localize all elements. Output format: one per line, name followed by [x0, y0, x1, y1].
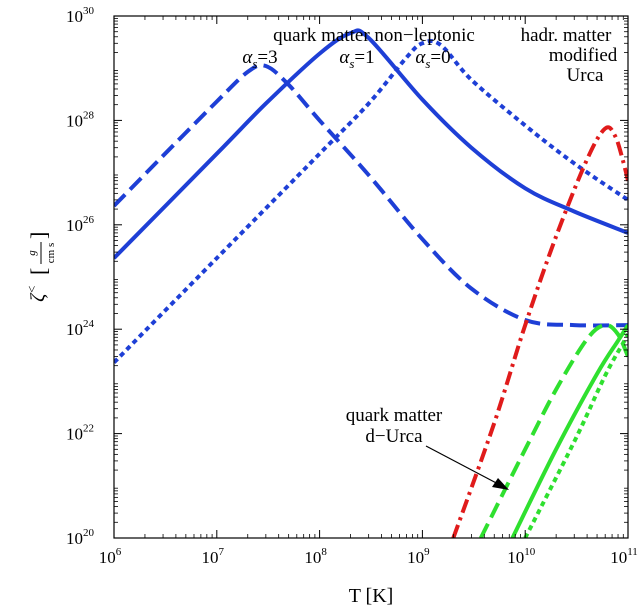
- y-axis-bracket-close: ]: [26, 232, 51, 239]
- x-axis-title: T [K]: [349, 585, 394, 607]
- y-tick-label: 1028: [66, 109, 95, 130]
- y-axis-bracket-open: [: [26, 268, 51, 275]
- plot-frame: [113, 15, 629, 539]
- series-line-3: [451, 125, 628, 538]
- durca-arrow-line: [425, 445, 503, 487]
- y-tick-label: 1020: [66, 527, 95, 548]
- y-tick-label: 1030: [66, 5, 95, 26]
- label-durca-line1: quark matter: [346, 405, 443, 426]
- label-durca-line2: d−Urca: [365, 426, 423, 447]
- series-line-5: [510, 324, 628, 538]
- label-quark-nonleptonic: quark matter non−leptonic: [273, 25, 475, 46]
- x-tick-label: 107: [202, 546, 225, 567]
- y-axis-symbol: ζ: [27, 292, 49, 302]
- x-tick-label: 109: [407, 546, 430, 567]
- y-axis-unit-numerator: g: [26, 250, 38, 256]
- series-line-4: [479, 323, 628, 538]
- label-alpha-0: αs=0: [415, 47, 450, 71]
- label-alpha-3: αs=3: [242, 47, 277, 71]
- series-line-2: [114, 39, 628, 364]
- label-alpha-1: αs=1: [339, 47, 374, 71]
- series-line-6: [523, 333, 628, 538]
- y-tick-label: 1026: [66, 214, 95, 235]
- y-axis-superscript: <: [24, 285, 39, 294]
- y-tick-label: 1024: [66, 318, 95, 339]
- label-hadr-line2: modified: [549, 45, 618, 66]
- series-layer: [114, 28, 628, 538]
- y-axis-title: ζ< [ g cm s ]: [24, 232, 57, 302]
- label-hadr-line1: hadr. matter: [521, 25, 612, 46]
- y-tick-label: 1022: [66, 423, 94, 444]
- series-line-1: [114, 28, 628, 260]
- ticks-layer: 106 107 108 109 1010 1011 1020 1022 1024 1026 1028…: [66, 5, 638, 567]
- x-tick-label: 1011: [610, 546, 638, 567]
- label-hadr-line3: Urca: [567, 65, 604, 86]
- x-tick-label: 1010: [507, 546, 536, 567]
- durca-arrow-head: [492, 478, 509, 490]
- x-tick-label: 108: [304, 546, 327, 567]
- x-tick-label: 106: [99, 546, 122, 567]
- svg-text:ζ<: ζ<: [24, 285, 49, 302]
- y-axis-unit-denominator: cm s: [45, 243, 57, 263]
